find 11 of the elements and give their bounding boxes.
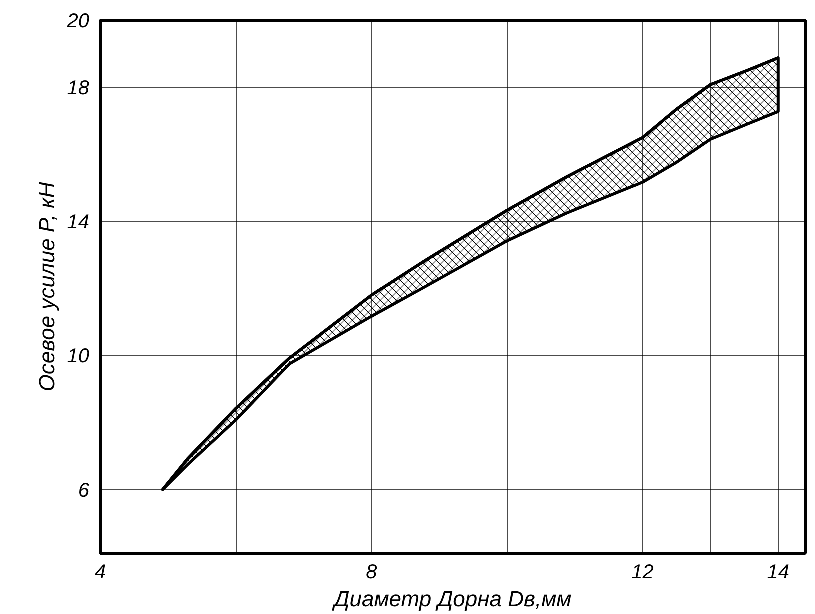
x-tick-label: 14 [767,562,790,584]
x-axis-title: Диаметр Дорна Dв,мм [331,586,572,612]
x-tick-label: 12 [632,562,654,584]
y-tick-label: 20 [66,10,90,32]
x-tick-label: 4 [94,562,106,584]
x-tick-label: 8 [366,562,378,584]
y-tick-label: 10 [67,346,90,368]
y-axis-title: Осевое усилие P, кН [34,182,60,392]
y-tick-label: 6 [78,480,90,502]
y-tick-label: 18 [67,78,90,100]
y-tick-label: 14 [67,212,90,234]
